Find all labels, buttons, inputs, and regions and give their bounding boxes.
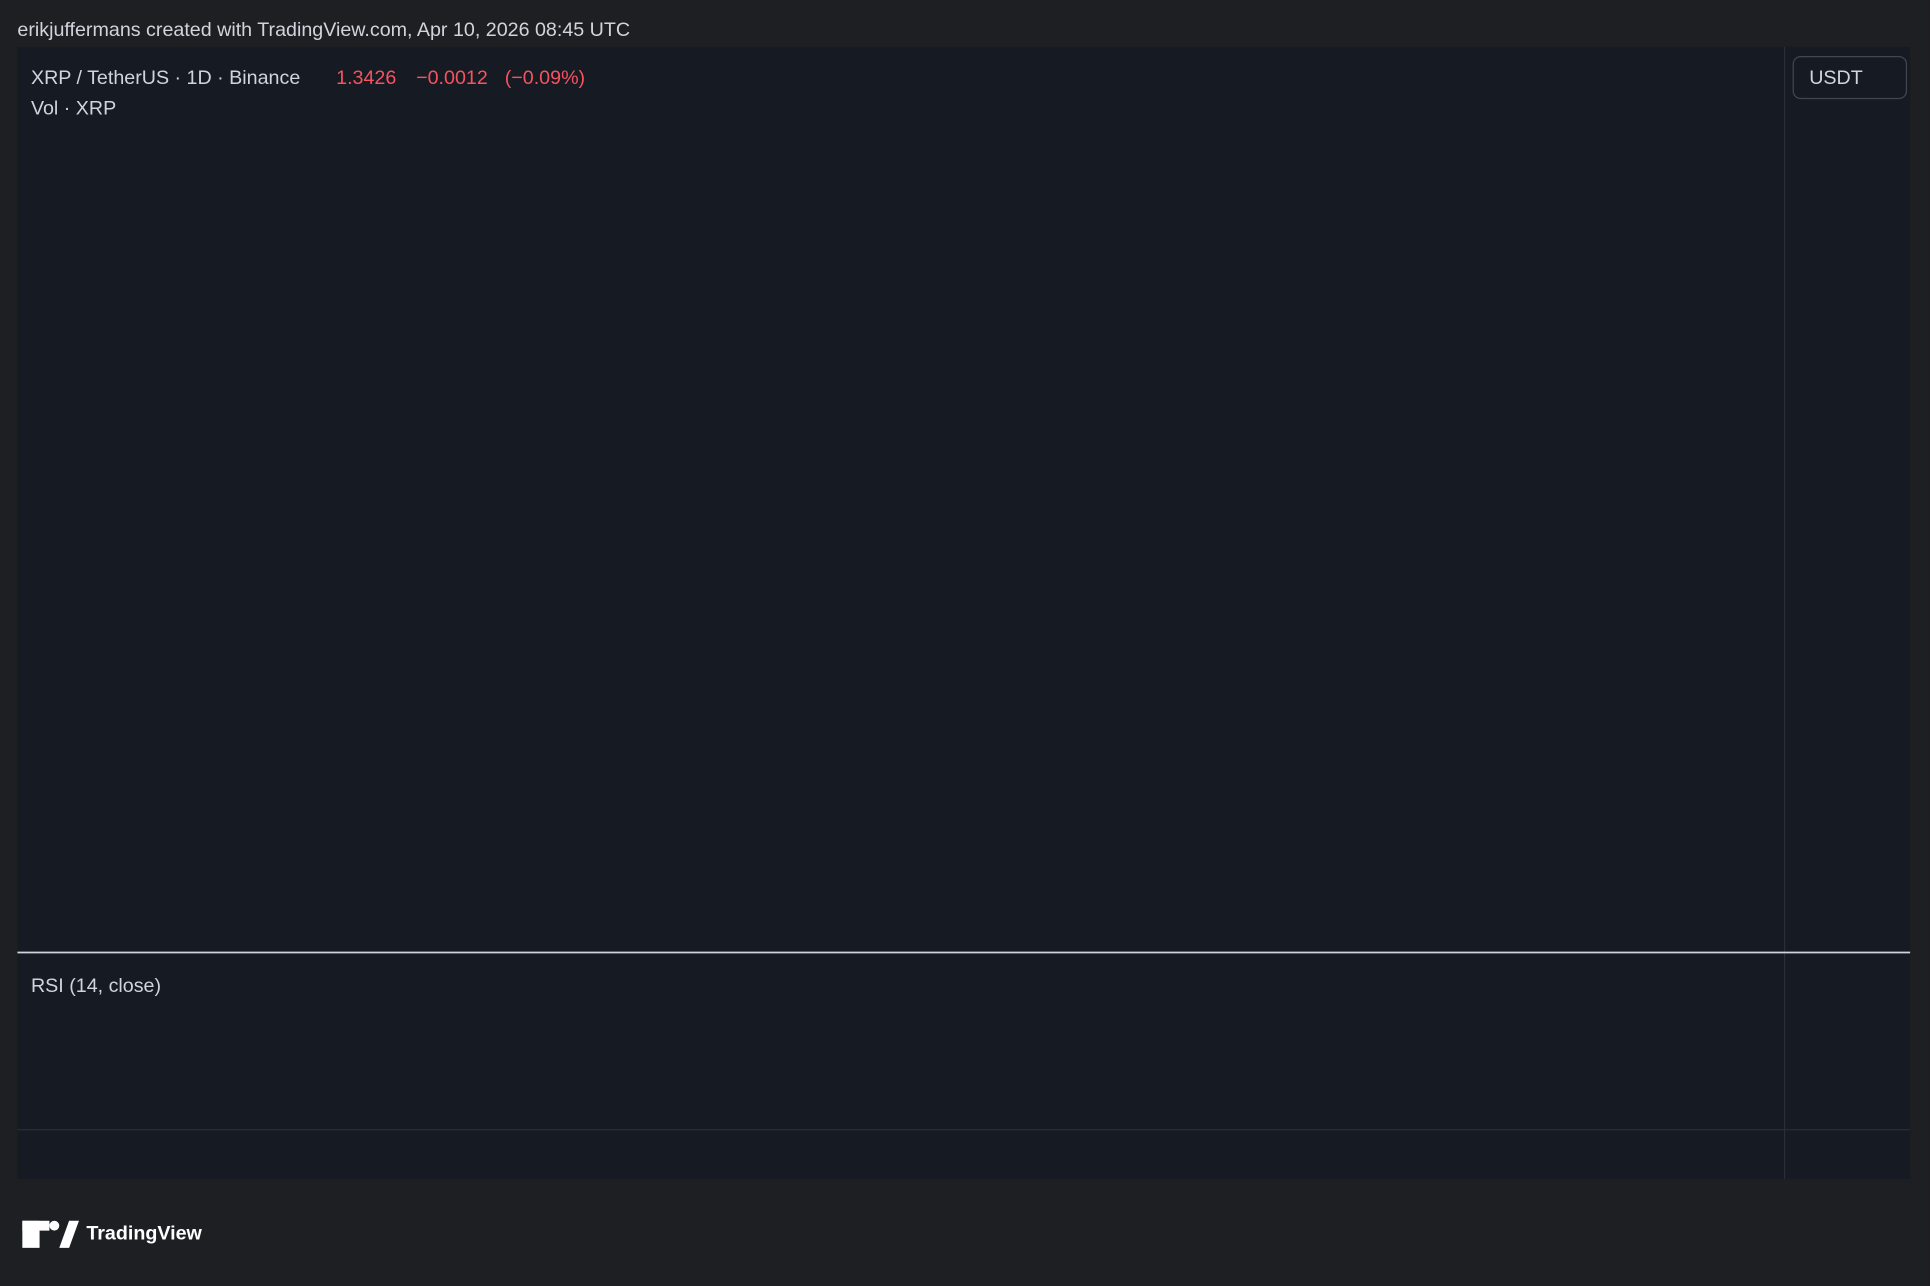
- currency-button-box[interactable]: [1792, 55, 1908, 100]
- logo-mark: [49, 1220, 60, 1231]
- legend: XRP / TetherUS · 1D · Binance 1.3426 −0.…: [31, 67, 585, 997]
- last-price: 1.3426: [336, 67, 396, 89]
- rsi-title: RSI (14, close): [31, 975, 161, 997]
- change-pct: (−0.09%): [505, 67, 585, 89]
- chart-area: [17, 46, 1911, 1179]
- change: −0.0012: [416, 67, 488, 89]
- volume-title: Vol · XRP: [31, 98, 116, 120]
- logo-text: TradingView: [86, 1223, 202, 1245]
- attribution: erikjuffermans created with TradingView.…: [17, 19, 630, 41]
- currency-button[interactable]: USDT: [1792, 55, 1908, 100]
- axes: [17, 46, 1911, 1179]
- currency[interactable]: USDT: [1809, 67, 1863, 89]
- logo-mark: [59, 1220, 79, 1248]
- logo: TradingView: [22, 1220, 203, 1248]
- symbol: XRP / TetherUS · 1D · Binance: [31, 67, 300, 89]
- logo-mark: [22, 1220, 50, 1231]
